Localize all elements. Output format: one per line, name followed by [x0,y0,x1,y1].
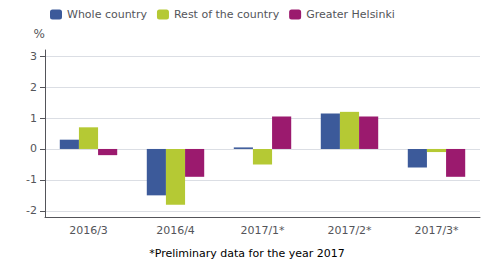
svg-text:-2: -2 [26,204,37,217]
svg-text:1: 1 [30,112,37,125]
svg-text:2: 2 [30,81,37,94]
svg-text:-1: -1 [26,173,37,186]
svg-text:Rest of the country: Rest of the country [174,8,280,21]
svg-text:3: 3 [30,50,37,63]
svg-text:2017/1*: 2017/1* [240,224,285,237]
svg-text:Greater Helsinki: Greater Helsinki [306,8,395,21]
svg-text:2017/3*: 2017/3* [414,224,459,237]
svg-text:%: % [34,27,45,41]
svg-text:2016/3: 2016/3 [69,224,108,237]
svg-text:*Preliminary data for the year: *Preliminary data for the year 2017 [149,247,345,260]
svg-text:0: 0 [30,142,37,155]
svg-text:2016/4: 2016/4 [156,224,195,237]
svg-text:Whole country: Whole country [67,8,147,21]
svg-text:2017/2*: 2017/2* [327,224,372,237]
